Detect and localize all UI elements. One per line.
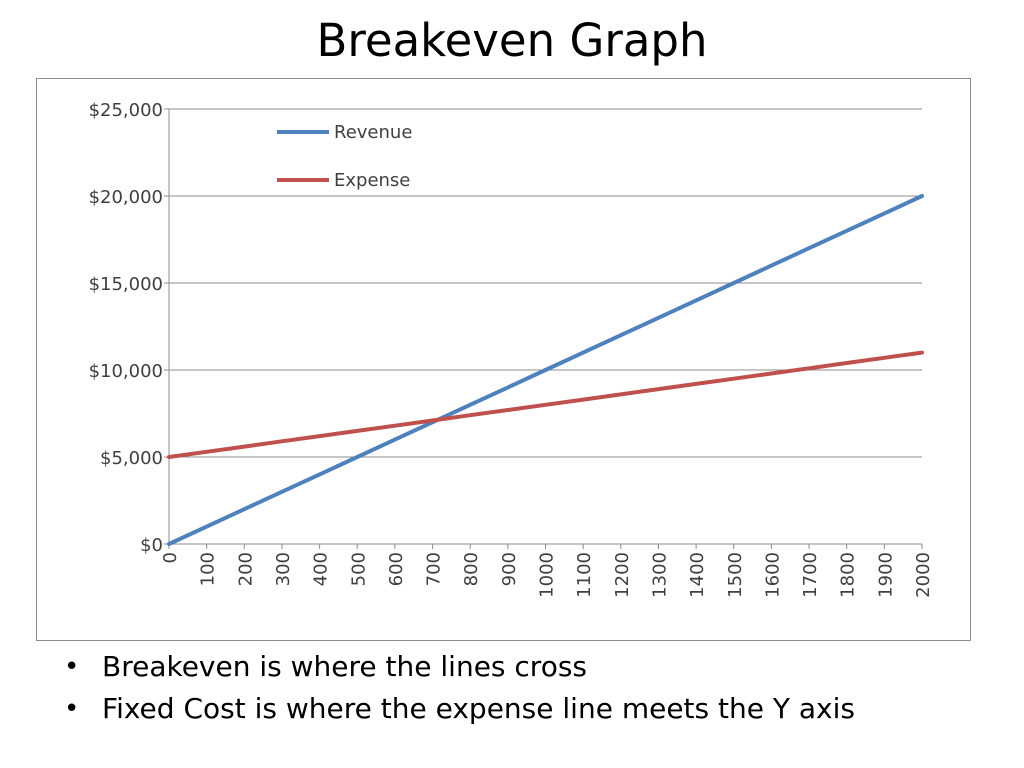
x-tick-label: 2000	[913, 552, 934, 598]
y-tick-label: $25,000	[89, 100, 163, 121]
series-line-expense	[167, 350, 924, 459]
bullet-item-fixed-cost: • Fixed Cost is where the expense line m…	[60, 688, 855, 730]
x-tick-label: 700	[424, 552, 445, 586]
y-tick-label: $20,000	[89, 187, 163, 208]
x-tick-label: 500	[348, 552, 369, 586]
breakeven-line-chart: $0 $5,000 $10,000 $15,000 $20,000 $25,000 0 100…	[89, 100, 934, 598]
x-tick-label: 0	[160, 552, 181, 563]
x-tick-label: 1700	[800, 552, 821, 598]
bullet-text: Fixed Cost is where the expense line mee…	[102, 692, 855, 725]
bullet-text: Breakeven is where the lines cross	[102, 650, 588, 683]
x-tick-label: 200	[235, 552, 256, 586]
x-tick-label: 1000	[537, 552, 558, 598]
x-tick-label: 1800	[838, 552, 859, 598]
bullet-dot-icon: •	[64, 694, 80, 724]
x-tick-label: 1100	[574, 552, 595, 598]
x-tick-label: 1300	[649, 552, 670, 598]
legend-label-expense: Expense	[334, 170, 410, 191]
x-tick-label: 1900	[875, 552, 896, 598]
x-tick-label: 300	[273, 552, 294, 586]
bullet-dot-icon: •	[64, 652, 80, 682]
bullet-list: • Breakeven is where the lines cross • F…	[60, 646, 855, 730]
x-tick-label: 1600	[762, 552, 783, 598]
legend-label-revenue: Revenue	[334, 122, 412, 143]
x-tick-label: 100	[198, 552, 219, 586]
x-tick-label: 800	[461, 552, 482, 586]
x-tick-label: 1200	[612, 552, 633, 598]
x-tick-label: 600	[386, 552, 407, 586]
series-line-revenue	[167, 194, 924, 546]
y-tick-label: $10,000	[89, 361, 163, 382]
y-tick-label: $5,000	[100, 448, 163, 469]
y-tick-label: $0	[140, 535, 163, 556]
x-tick-label: 1400	[687, 552, 708, 598]
x-tick-label: 400	[311, 552, 332, 586]
x-tick-label: 900	[499, 552, 520, 586]
y-tick-label: $15,000	[89, 274, 163, 295]
bullet-item-breakeven: • Breakeven is where the lines cross	[60, 646, 855, 688]
slide-title: Breakeven Graph	[316, 14, 708, 67]
chart-frame: $0 $5,000 $10,000 $15,000 $20,000 $25,000 0 100…	[36, 78, 971, 641]
x-tick-label: 1500	[725, 552, 746, 598]
